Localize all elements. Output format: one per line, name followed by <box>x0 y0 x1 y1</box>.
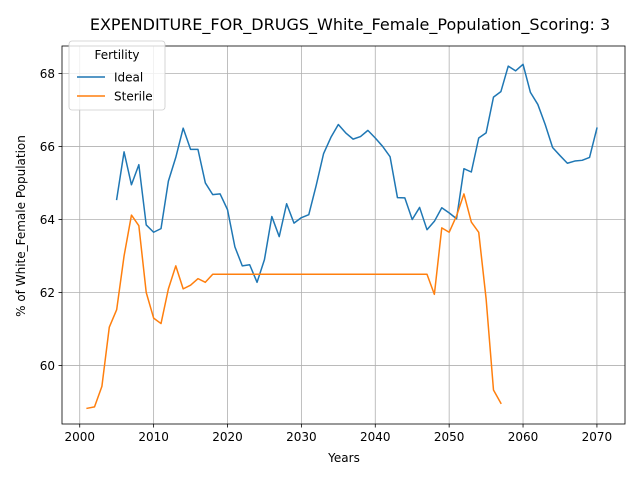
y-tick-label: 68 <box>40 67 55 81</box>
series-line-sterile <box>86 193 502 410</box>
x-tick-label: 2040 <box>360 430 391 444</box>
series-line-ideal <box>115 63 598 284</box>
y-tick-label: 60 <box>40 359 55 373</box>
grid-lines <box>62 46 625 424</box>
y-tick-label: 62 <box>40 286 55 300</box>
x-tick-label: 2030 <box>286 430 317 444</box>
chart-title: EXPENDITURE_FOR_DRUGS_White_Female_Popul… <box>90 15 610 35</box>
y-tick-label: 64 <box>40 213 55 227</box>
y-axis-ticks: 60 62 64 66 68 <box>40 67 62 373</box>
x-tick-label: 2000 <box>64 430 95 444</box>
x-axis-ticks: 2000 2010 2020 2030 2040 2050 2060 2070 <box>64 424 612 444</box>
legend: Fertility Ideal Sterile <box>68 40 166 111</box>
series-lines <box>86 63 598 410</box>
x-tick-label: 2010 <box>138 430 169 444</box>
x-tick-label: 2050 <box>434 430 465 444</box>
legend-label-sterile: Sterile <box>114 90 153 104</box>
plot-frame <box>61 45 626 425</box>
legend-box <box>68 40 166 111</box>
y-axis-label: % of White_Female Population <box>14 135 28 317</box>
x-tick-label: 2060 <box>508 430 539 444</box>
legend-label-ideal: Ideal <box>114 71 143 85</box>
x-tick-label: 2070 <box>582 430 613 444</box>
x-axis-label: Years <box>327 451 360 465</box>
x-tick-label: 2020 <box>212 430 243 444</box>
y-tick-label: 66 <box>40 140 55 154</box>
legend-title: Fertility <box>94 48 139 62</box>
